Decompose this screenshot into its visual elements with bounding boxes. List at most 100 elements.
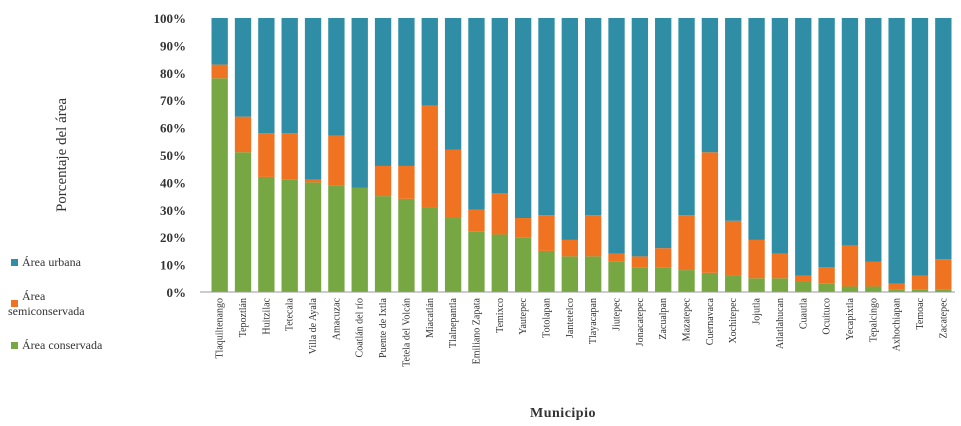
x-axis-title: Municipio — [530, 406, 596, 421]
bar-segment — [818, 267, 835, 284]
x-tick-label: Tepoztlán — [238, 298, 249, 337]
bar-segment — [748, 18, 765, 240]
legend-swatch — [11, 342, 18, 349]
bar-segment — [421, 18, 438, 106]
legend-label: Área semiconservada — [8, 289, 85, 318]
x-tick-label: Puente de Ixtla — [378, 297, 389, 358]
bar-segment — [888, 289, 905, 292]
bar-segment — [818, 18, 835, 268]
bar-segment — [374, 196, 392, 292]
bar-segment — [701, 272, 719, 292]
bar-segment — [771, 18, 789, 254]
y-axis-ticks: 0% 10% 20% 30% 40% 50% 60% 70% 80% 90% 100% — [154, 11, 187, 300]
bar-segment — [678, 18, 695, 216]
x-tick-label: Tlaquiltenango — [215, 298, 226, 359]
bar-segment — [538, 250, 555, 292]
bar-segment — [234, 18, 252, 117]
bar-segment — [771, 253, 789, 279]
bar-segment — [725, 275, 742, 292]
bar-segment — [935, 289, 952, 292]
bar-segment — [911, 289, 929, 292]
bar-segment — [888, 18, 905, 284]
bar-segment — [234, 152, 252, 292]
legend-label: Área conservada — [22, 338, 103, 352]
bar-segment — [795, 18, 812, 276]
bar-segment — [841, 245, 859, 287]
bar-segment — [748, 278, 765, 292]
bar-segment — [631, 256, 649, 268]
bar-segment — [468, 231, 485, 292]
bar-segment — [795, 275, 812, 282]
y-tick-label: 0% — [167, 285, 187, 300]
bar-segment — [328, 135, 345, 186]
legend-label: Área urbana — [22, 255, 82, 269]
bar-segment — [608, 261, 625, 292]
bar-segment — [865, 261, 882, 287]
x-tick-label: Tlalnepantla — [448, 297, 459, 348]
bar-segment — [258, 133, 275, 177]
x-tick-label: Jantetelco — [565, 298, 576, 338]
bar-segment — [211, 64, 228, 79]
bar-segment — [421, 105, 438, 208]
bar-segment — [468, 209, 485, 232]
bar-segment — [374, 18, 392, 166]
bar-segment — [841, 286, 859, 292]
x-tick-label: Temoac — [915, 297, 926, 329]
x-tick-label: Mazatepec — [682, 297, 693, 341]
x-tick-label: Temixco — [495, 298, 506, 333]
bar-segment — [818, 283, 835, 292]
bar-segment — [771, 278, 789, 292]
bar-segment — [328, 18, 345, 136]
bar-segment — [304, 179, 322, 183]
x-tick-label: Coatlán del río — [355, 298, 366, 357]
bar-segment — [911, 18, 929, 276]
bar-segment — [585, 215, 602, 257]
bar-segment — [701, 152, 719, 273]
bar-segment — [701, 18, 719, 153]
bar-segment — [725, 220, 742, 276]
x-tick-label: Tlayacapan — [588, 298, 599, 344]
bar-segment — [328, 185, 345, 292]
x-tick-label: Emiliano Zapata — [472, 297, 483, 364]
y-tick-label: 100% — [154, 11, 187, 26]
bar-segment — [655, 18, 672, 249]
bar-segment — [398, 165, 415, 199]
bar-segment — [351, 18, 368, 188]
legend-swatch — [11, 300, 18, 307]
x-tick-label: Cuernavaca — [705, 297, 716, 345]
x-tick-label: Totolapan — [542, 298, 553, 338]
bar-segment — [491, 18, 508, 194]
x-tick-label: Yecapixtla — [845, 297, 856, 340]
bar-segment — [911, 275, 929, 290]
bar-segment — [514, 237, 532, 292]
bar-segment — [351, 187, 368, 292]
x-tick-label: Yautepec — [518, 297, 529, 334]
x-tick-label: Xochitepec — [728, 297, 739, 343]
x-tick-label: Miacatlán — [425, 298, 436, 338]
bar-segment — [514, 218, 532, 238]
bar-segment — [211, 78, 228, 292]
x-tick-label: Ocuituco — [822, 298, 833, 335]
bar-segment — [935, 18, 952, 260]
bar-segment — [608, 253, 625, 262]
bar-segment — [631, 267, 649, 292]
x-tick-label: Jiutepec — [612, 297, 623, 330]
bar-segment — [281, 179, 298, 292]
x-tick-label: Jojutla — [752, 297, 763, 324]
bar-segment — [258, 18, 275, 134]
legend-swatch — [11, 259, 18, 266]
y-axis-title: Porcentaje del área — [54, 98, 70, 212]
bar-segment — [865, 286, 882, 292]
bar-segment — [888, 283, 905, 290]
x-tick-label: Tetela del Volcán — [401, 298, 412, 367]
y-tick-label: 10% — [160, 258, 186, 273]
bar-segment — [631, 18, 649, 257]
bar-segment — [678, 270, 695, 292]
bar-segment — [234, 116, 252, 153]
bar-segment — [374, 165, 392, 197]
bar-segment — [678, 215, 695, 271]
x-tick-label: Atlatlahucan — [775, 298, 786, 349]
bar-segment — [725, 18, 742, 221]
bar-segment — [444, 218, 462, 292]
x-tick-label: Huitzilac — [261, 297, 272, 334]
